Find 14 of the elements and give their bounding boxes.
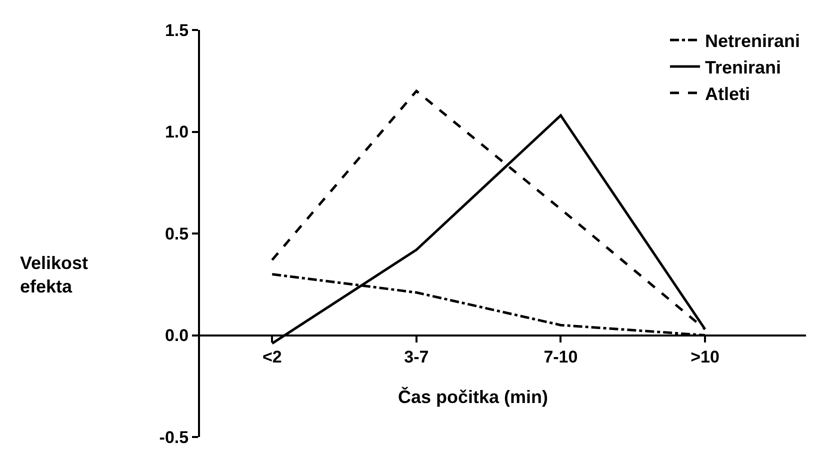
legend-label: Netrenirani xyxy=(705,31,800,52)
y-tick-label: 1.5 xyxy=(164,20,189,40)
y-tick-label: 0.5 xyxy=(164,224,189,244)
y-axis-title: Velikost efekta xyxy=(20,253,88,296)
x-axis-title: Čas počitka (min) xyxy=(398,386,548,407)
x-tick-label: >10 xyxy=(690,348,720,367)
x-tick-label: 3-7 xyxy=(404,348,429,367)
legend-label: Trenirani xyxy=(705,57,782,78)
y-tick-label: 0.0 xyxy=(164,326,189,346)
x-tick-label: 7-10 xyxy=(544,348,578,367)
x-tick-label: <2 xyxy=(262,348,282,367)
y-tick-label: -0.5 xyxy=(159,428,189,447)
legend-label: Atleti xyxy=(705,84,750,104)
y-tick-label: 1.0 xyxy=(164,122,189,142)
